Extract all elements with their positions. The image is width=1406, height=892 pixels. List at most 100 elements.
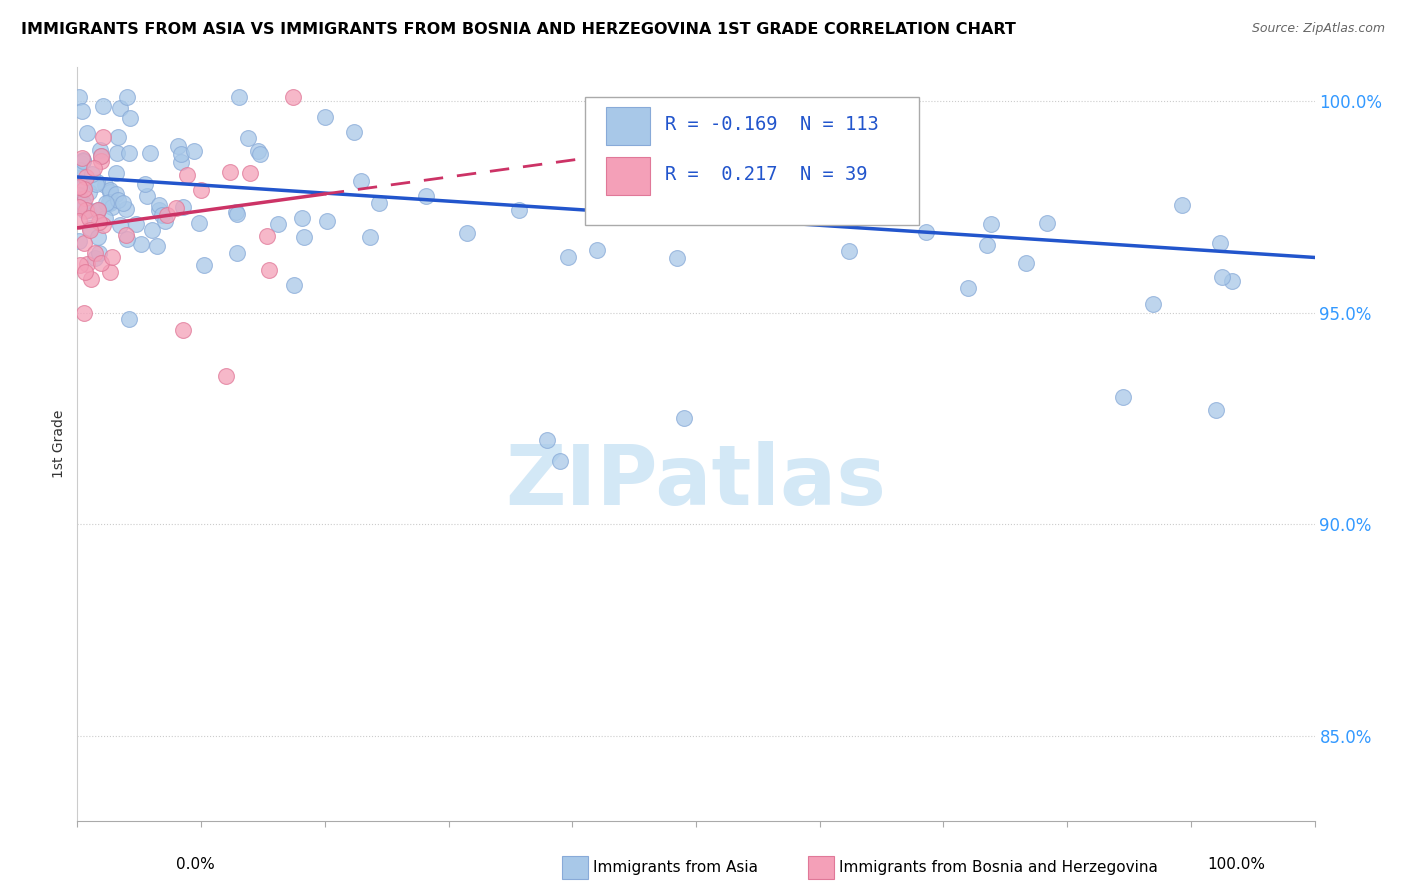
Point xyxy=(86,177,108,191)
Point xyxy=(75,170,97,185)
Y-axis label: 1st Grade: 1st Grade xyxy=(52,409,66,478)
Point xyxy=(141,223,163,237)
Point xyxy=(72,104,94,119)
Point xyxy=(536,433,558,447)
Point xyxy=(90,148,112,162)
Point xyxy=(69,258,91,272)
Point xyxy=(72,153,94,167)
Point xyxy=(915,225,938,239)
Point xyxy=(688,191,710,205)
Point xyxy=(87,203,110,218)
Point xyxy=(219,165,242,179)
Point xyxy=(1015,256,1038,270)
Point xyxy=(96,196,118,211)
Point xyxy=(87,245,110,260)
Point xyxy=(257,263,280,277)
Point xyxy=(73,169,96,183)
Point xyxy=(108,219,131,233)
Point xyxy=(228,89,250,103)
Point xyxy=(1211,270,1233,285)
Point xyxy=(100,195,122,210)
Point xyxy=(456,226,478,240)
Point xyxy=(165,202,187,216)
Point xyxy=(134,177,156,191)
Point xyxy=(118,311,141,326)
Point xyxy=(69,155,91,169)
Point xyxy=(283,89,305,103)
FancyBboxPatch shape xyxy=(606,107,650,145)
Point xyxy=(87,203,110,218)
Point xyxy=(225,207,247,221)
Point xyxy=(610,202,633,217)
Point xyxy=(100,250,122,264)
Text: 100.0%: 100.0% xyxy=(1208,857,1265,872)
Text: R = -0.169  N = 113: R = -0.169 N = 113 xyxy=(665,115,879,135)
Point xyxy=(283,278,305,293)
Point xyxy=(87,230,110,244)
Point xyxy=(176,168,198,182)
Point xyxy=(1112,390,1135,404)
Point xyxy=(94,178,117,193)
Point xyxy=(91,99,114,113)
Point xyxy=(89,143,111,157)
Point xyxy=(75,202,97,217)
Point xyxy=(105,186,128,201)
Point xyxy=(148,202,170,217)
Text: ZIPatlas: ZIPatlas xyxy=(506,441,886,522)
Point xyxy=(100,264,122,278)
Point xyxy=(249,146,271,161)
Point xyxy=(291,211,314,226)
Point xyxy=(91,130,114,145)
Point xyxy=(183,144,205,158)
Point xyxy=(108,101,131,115)
Point xyxy=(359,229,381,244)
Point xyxy=(91,218,114,232)
Point xyxy=(98,186,121,200)
Point xyxy=(225,246,247,260)
Point xyxy=(76,126,98,140)
Point xyxy=(316,214,339,228)
Text: 0.0%: 0.0% xyxy=(176,857,215,872)
Point xyxy=(138,146,160,161)
Text: IMMIGRANTS FROM ASIA VS IMMIGRANTS FROM BOSNIA AND HERZEGOVINA 1ST GRADE CORRELA: IMMIGRANTS FROM ASIA VS IMMIGRANTS FROM … xyxy=(21,22,1017,37)
Point xyxy=(114,202,136,217)
Point xyxy=(79,223,101,237)
Point xyxy=(415,188,437,202)
Point xyxy=(1205,403,1227,417)
Point xyxy=(84,246,107,260)
Point xyxy=(80,167,103,181)
Point xyxy=(169,154,191,169)
Point xyxy=(508,202,530,217)
Point xyxy=(118,145,141,160)
Point xyxy=(1209,235,1232,250)
Point xyxy=(73,203,96,218)
Point xyxy=(115,90,138,104)
Point xyxy=(105,145,128,160)
Point xyxy=(145,239,167,253)
Point xyxy=(648,167,671,181)
Point xyxy=(172,323,194,337)
Point xyxy=(236,131,259,145)
Point xyxy=(557,250,579,264)
Point xyxy=(67,192,90,206)
Point xyxy=(77,211,100,225)
Point xyxy=(225,205,247,219)
Point xyxy=(190,183,212,197)
Point xyxy=(125,217,148,231)
Point xyxy=(247,144,270,158)
Point xyxy=(115,232,138,246)
Point xyxy=(170,146,193,161)
Point xyxy=(72,153,94,168)
Point xyxy=(292,230,315,244)
Point xyxy=(314,110,336,124)
Point xyxy=(367,196,389,211)
Point xyxy=(73,182,96,196)
Point xyxy=(172,200,194,214)
FancyBboxPatch shape xyxy=(606,157,650,195)
Point xyxy=(156,208,179,222)
Point xyxy=(239,166,262,180)
Point xyxy=(73,235,96,250)
Point xyxy=(84,251,107,265)
Point xyxy=(107,194,129,208)
Point xyxy=(187,216,209,230)
